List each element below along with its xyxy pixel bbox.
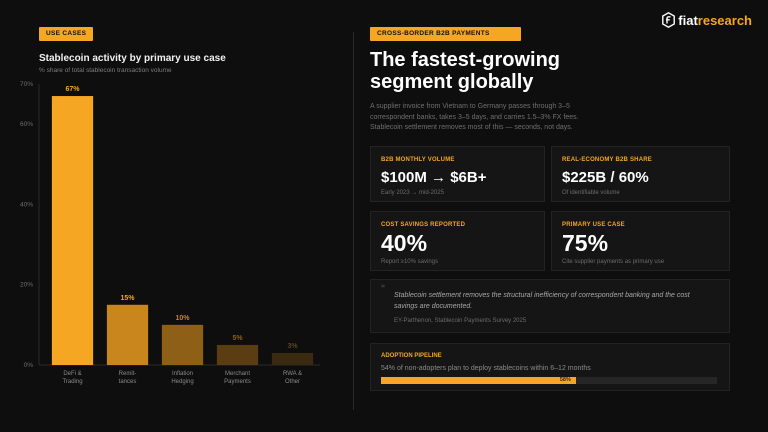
stat-label: COST SAVINGS REPORTED: [381, 222, 466, 228]
bar: [271, 352, 314, 365]
x-tick-label: tances: [119, 379, 137, 385]
logo-icon: [662, 12, 676, 28]
bar: [216, 344, 259, 365]
x-tick-label: DeFi &: [63, 371, 81, 377]
panel-divider: [353, 32, 354, 410]
chart-subtitle: % share of total stablecoin transaction …: [39, 67, 172, 74]
x-tick-label: Inflation: [172, 371, 193, 377]
bar-value-label: 3%: [287, 343, 298, 350]
pipeline-progress-label: 58%: [559, 377, 571, 383]
x-tick-label: Payments: [224, 379, 251, 385]
y-tick-label: 60%: [20, 121, 33, 128]
bar-value-label: 10%: [175, 315, 190, 322]
bar-chart: 0% 20% 40% 60% 70% 67% DeFi & Trading 15% Remit-t…: [20, 81, 320, 385]
headline-line-2: segment globally: [370, 71, 534, 93]
bar: [51, 96, 94, 366]
stat-label: B2B MONTHLY VOLUME: [381, 157, 455, 163]
y-tick-label: 70%: [20, 81, 33, 88]
quote-card: “ Stablecoin settlement removes the stru…: [370, 279, 730, 333]
y-tick-label: 0%: [24, 362, 34, 369]
adoption-pipeline-card: ADOPTION PIPELINE 54% of non-adopters pl…: [370, 343, 730, 391]
bar: [106, 304, 149, 365]
pipeline-label: ADOPTION PIPELINE: [381, 353, 442, 359]
stat-note: Of identifiable volume: [562, 190, 620, 196]
headline: The fastest-growing segment globally: [370, 49, 730, 93]
chart-title: Stablecoin activity by primary use case: [39, 53, 226, 64]
pipeline-text: 54% of non-adopters plan to deploy stabl…: [381, 365, 591, 372]
logo: fiatresearch: [662, 12, 752, 28]
bar-value-label: 15%: [120, 295, 135, 302]
logo-text: fiatresearch: [678, 13, 752, 28]
quote-source: EY-Parthenon, Stablecoin Payments Survey…: [394, 318, 527, 324]
pipeline-progress-fill: [381, 377, 576, 384]
use-cases-tag: USE CASES: [39, 27, 94, 41]
y-tick-label: 20%: [20, 282, 33, 289]
stat-value: $225B / 60%: [562, 169, 649, 186]
stat-note: Cite supplier payments as primary use: [562, 259, 665, 265]
description: A supplier invoice from Vietnam to Germa…: [370, 103, 579, 131]
quote-mark-icon: “: [381, 282, 385, 296]
x-tick-label: Remit-: [119, 371, 137, 377]
bar-value-label: 67%: [65, 86, 80, 93]
x-tick-label: RWA &: [283, 371, 302, 377]
bar: [161, 324, 204, 365]
stat-card-primary-use: PRIMARY USE CASE 75% Cite supplier payme…: [551, 211, 730, 271]
bar-value-label: 5%: [232, 335, 243, 342]
stat-label: PRIMARY USE CASE: [562, 222, 625, 228]
x-tick-label: Trading: [62, 379, 82, 385]
stat-card-cost-savings: COST SAVINGS REPORTED 40% Report ≥10% sa…: [370, 211, 545, 271]
chart-panel: USE CASES Stablecoin activity by primary…: [0, 0, 352, 432]
stat-value: 40%: [381, 230, 428, 256]
quote-text: Stablecoin settlement removes the struct…: [394, 292, 690, 310]
stat-value: $100M → $6B+: [381, 169, 487, 186]
headline-line-1: The fastest-growing: [370, 49, 561, 71]
pipeline-progress-track: [381, 377, 717, 384]
stat-label: REAL-ECONOMY B2B SHARE: [562, 157, 652, 163]
logo-suffix: research: [697, 12, 752, 28]
x-tick-label: Merchant: [225, 371, 250, 377]
logo-brand: fiat: [678, 12, 698, 28]
cross-border-tag: CROSS-BORDER B2B PAYMENTS: [370, 27, 521, 41]
y-tick-label: 40%: [20, 201, 33, 208]
x-tick-label: Other: [285, 379, 300, 385]
stat-note: Early 2023 → mid-2025: [381, 190, 445, 196]
x-tick-label: Hedging: [171, 379, 193, 385]
stat-note: Report ≥10% savings: [381, 259, 438, 265]
stat-card-b2b-share: REAL-ECONOMY B2B SHARE $225B / 60% Of id…: [551, 146, 730, 202]
stat-value: 75%: [562, 230, 609, 256]
stat-card-b2b-volume: B2B MONTHLY VOLUME $100M → $6B+ Early 20…: [370, 146, 545, 202]
